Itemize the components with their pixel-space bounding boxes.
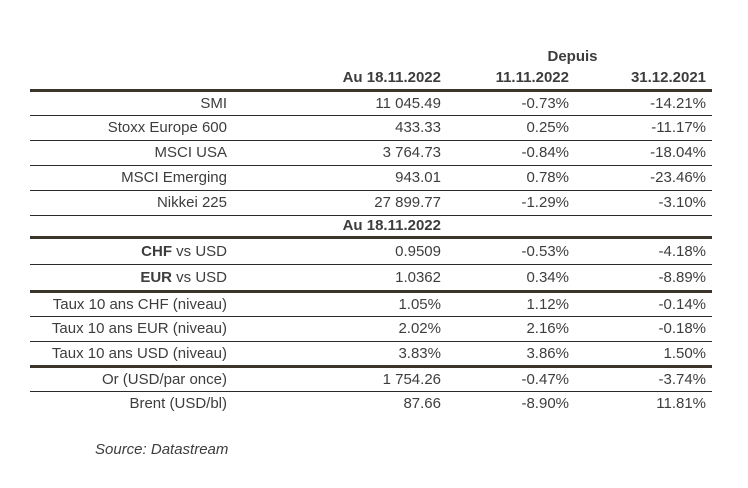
row-label: EUR vs USD [30,264,235,291]
table-row-msci-usa: MSCI USA 3 764.73 -0.84% -18.04% [30,140,713,165]
table-row-msci-emerging: MSCI Emerging 943.01 0.78% -23.46% [30,165,713,190]
row-value: 87.66 [403,395,441,413]
row-label: CHF vs USD [30,237,235,264]
mid-header-row: Au 18.11.2022 [30,215,713,237]
row-change-ytd: -3.74% [658,370,707,388]
row-value: 1 754.26 [382,370,441,388]
table-row-brent: Brent (USD/bl) 87.66 -8.90% 11.81% [30,391,712,416]
table-row-smi: SMI 11 045.49 -0.73% -14.21% [30,90,713,115]
mid-header-label: Au 18.11.2022 [342,217,441,234]
row-label: Taux 10 ans CHF (niveau) [30,291,235,316]
table-row-taux-eur: Taux 10 ans EUR (niveau) 2.02% 2.16% -0.… [30,316,713,341]
row-change-ytd: 11.81% [656,395,707,413]
row-change-ytd: -11.17% [651,119,707,136]
row-label: Or (USD/par once) [30,366,235,391]
empty-cell [30,66,235,90]
row-label: Brent (USD/bl) [30,391,235,416]
column-header-current: Au 18.11.2022 [342,68,441,86]
row-label-text: Brent (USD/bl) [129,395,227,413]
row-change-ytd: -0.14% [658,295,707,313]
row-value: 3.83% [398,344,441,362]
row-label-text: Or (USD/par once) [101,370,227,388]
row-value: 3 764.73 [382,144,441,161]
empty-cell [447,215,574,237]
row-label: Nikkei 225 [30,190,235,215]
row-label: Taux 10 ans EUR (niveau) [30,316,235,341]
row-label-bold: EUR [140,268,172,286]
column-header-ytd: 31.12.2021 [630,68,707,86]
row-change-ytd: -18.04% [650,144,707,161]
date-header-row: Au 18.11.2022 11.11.2022 31.12.2021 [30,66,713,90]
row-label-text: Nikkei 225 [156,194,227,211]
row-change-week: -8.90% [521,395,569,413]
row-change-week: -1.29% [521,194,569,211]
row-label-text: Taux 10 ans USD (niveau) [51,344,227,362]
row-change-ytd: -4.18% [658,242,707,260]
row-value: 2.02% [398,320,441,337]
row-change-ytd: -8.89% [658,268,707,286]
table-row-gold: Or (USD/par once) 1 754.26 -0.47% -3.74% [30,366,713,391]
row-label-bold: CHF [141,242,172,260]
row-label-text: SMI [200,94,227,112]
row-value: 1.0362 [395,268,441,286]
row-label-text: MSCI USA [154,144,227,161]
row-change-ytd: -14.21% [650,94,707,112]
row-label-text: vs USD [171,242,227,260]
row-change-week: -0.53% [521,242,569,260]
row-change-ytd: -0.18% [658,320,707,337]
row-label-text: MSCI Emerging [121,169,227,186]
market-table: Depuis Au 18.11.2022 11.11.2022 31.12.20… [30,46,713,416]
row-label: Taux 10 ans USD (niveau) [30,341,235,366]
row-change-week: 3.86% [526,344,569,362]
row-label: SMI [30,90,235,115]
row-label-text: vs USD [171,268,227,286]
row-value: 0.9509 [395,242,441,260]
depuis-header-row: Depuis [30,46,712,66]
row-label: MSCI Emerging [30,165,235,190]
column-header-week: 11.11.2022 [495,68,569,86]
row-value: 11 045.49 [375,94,441,112]
row-change-week: 2.16% [526,320,569,337]
row-change-week: -0.84% [521,144,569,161]
empty-cell [574,215,712,237]
row-label: MSCI USA [30,140,235,165]
table-row-taux-chf: Taux 10 ans CHF (niveau) 1.05% 1.12% -0.… [30,291,713,316]
row-change-ytd: -3.10% [658,194,707,211]
empty-cell [235,46,447,66]
row-label-text: Taux 10 ans EUR (niveau) [51,320,227,337]
row-change-week: 0.34% [526,268,569,286]
row-value: 27 899.77 [374,194,441,211]
row-value: 1.05% [398,295,441,313]
row-value: 943.01 [395,169,441,186]
source-note: Source: Datastream [95,441,229,458]
table-row-taux-usd: Taux 10 ans USD (niveau) 3.83% 3.86% 1.5… [30,341,713,366]
row-change-week: 0.25% [526,119,569,136]
table-row-nikkei: Nikkei 225 27 899.77 -1.29% -3.10% [30,190,713,215]
row-change-week: 1.12% [526,295,569,313]
table-row-chf-usd: CHF vs USD 0.9509 -0.53% -4.18% [30,237,713,264]
row-change-week: -0.73% [521,94,569,112]
row-change-ytd: -23.46% [650,169,707,186]
table-row-eur-usd: EUR vs USD 1.0362 0.34% -8.89% [30,264,713,291]
row-label-text: Taux 10 ans CHF (niveau) [52,295,227,313]
empty-cell [30,46,235,66]
row-change-week: 0.78% [526,169,569,186]
empty-cell [30,215,235,237]
row-change-ytd: 1.50% [663,344,707,362]
depuis-label: Depuis [547,47,598,65]
row-label-text: Stoxx Europe 600 [107,119,227,136]
table-row-stoxx: Stoxx Europe 600 433.33 0.25% -11.17% [30,115,713,140]
row-value: 433.33 [395,119,441,136]
row-label: Stoxx Europe 600 [30,115,235,140]
row-change-week: -0.47% [521,370,569,388]
